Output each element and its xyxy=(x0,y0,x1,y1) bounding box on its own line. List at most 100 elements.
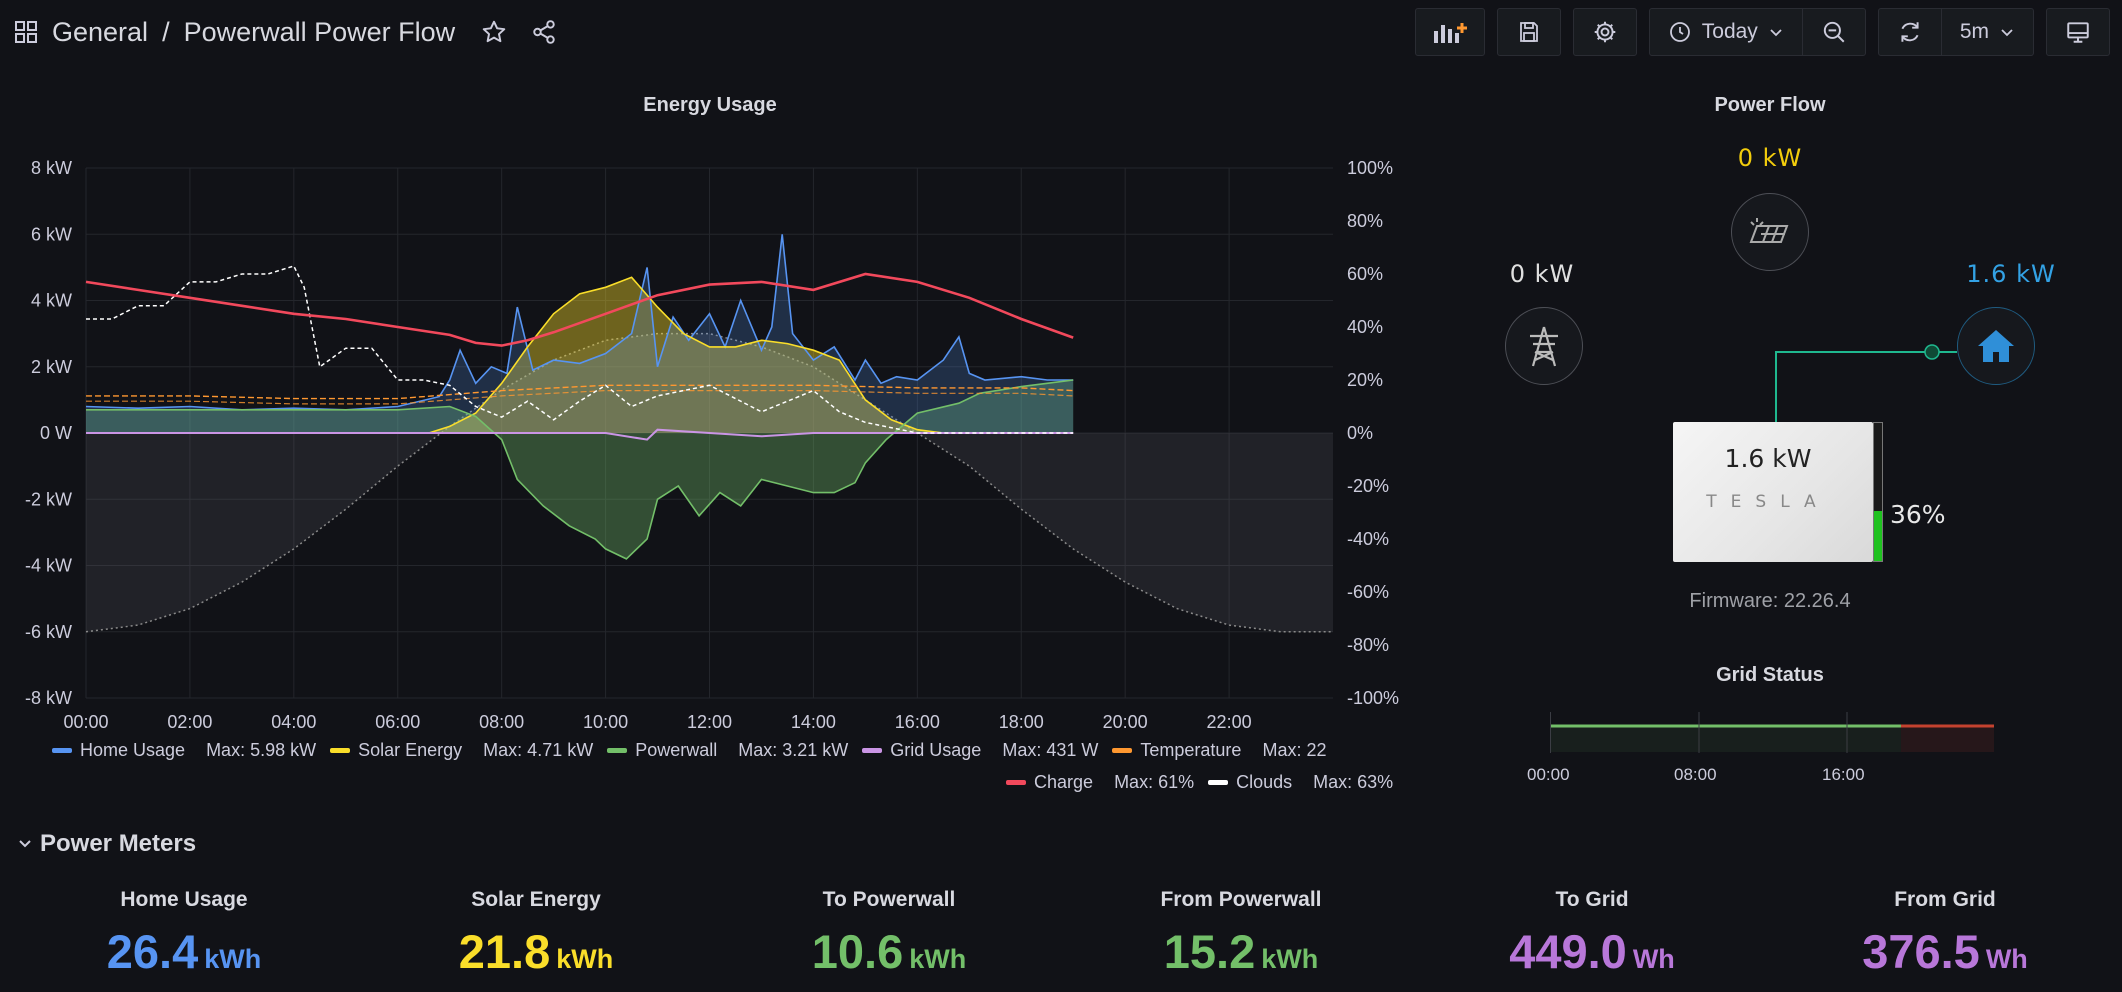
refresh-interval-label: 5m xyxy=(1959,20,1989,43)
y-tick-label-left: -6 kW xyxy=(25,622,72,642)
meter-unit: kWh xyxy=(204,944,262,974)
x-tick-label: 18:00 xyxy=(999,712,1044,730)
meter-value: 21.8 xyxy=(458,925,551,978)
refresh-interval-picker[interactable]: 5m xyxy=(1942,9,2033,55)
home-power-value: 1.6 kW xyxy=(1966,260,2056,288)
meter-to-powerwall[interactable]: To Powerwall 10.6 kWh xyxy=(729,888,1049,979)
meter-unit: Wh xyxy=(1985,944,2028,974)
y-tick-label-left: -4 kW xyxy=(25,556,72,576)
add-panel-button[interactable] xyxy=(1414,8,1485,56)
meter-to-grid[interactable]: To Grid 449.0 Wh xyxy=(1432,888,1752,979)
series-line-grid-usage xyxy=(86,428,1074,441)
time-range-group: Today xyxy=(1648,8,1866,56)
meter-from-powerwall[interactable]: From Powerwall 15.2 kWh xyxy=(1081,888,1401,979)
battery-percent: 36% xyxy=(1890,500,1946,529)
meter-title: Home Usage xyxy=(120,888,248,911)
x-tick-label: 16:00 xyxy=(895,712,940,730)
battery-gauge xyxy=(1873,422,1883,562)
cycle-view-mode-button[interactable] xyxy=(2046,8,2110,56)
transmission-tower-icon xyxy=(1530,326,1558,367)
x-tick-label: 10:00 xyxy=(583,712,628,730)
legend-label: Solar Energy xyxy=(358,740,463,760)
x-tick-label: 00:00 xyxy=(63,712,108,730)
series-area-forecast xyxy=(86,333,1333,632)
legend-temperature[interactable]: Temperature Max: 22 xyxy=(1112,740,1326,761)
legend-solar-energy[interactable]: Solar Energy Max: 4.71 kW xyxy=(330,740,593,761)
legend-max: Max: 5.98 kW xyxy=(206,740,317,760)
save-dashboard-button[interactable] xyxy=(1496,8,1561,56)
chevron-down-icon xyxy=(1770,29,1782,37)
legend-label: Powerwall xyxy=(635,740,718,760)
dashboard-settings-button[interactable] xyxy=(1572,8,1637,56)
legend-label: Temperature xyxy=(1140,740,1242,760)
series-line-powerwall xyxy=(86,379,1074,560)
legend-home-usage[interactable]: Home Usage Max: 5.98 kW xyxy=(52,740,316,761)
meter-value: 10.6 xyxy=(811,925,904,978)
dashboard-title[interactable]: Powerwall Power Flow xyxy=(183,16,456,47)
y-tick-label-left: -2 kW xyxy=(25,489,72,509)
legend-max: Max: 4.71 kW xyxy=(483,740,594,760)
navbar-right: Today 5m xyxy=(1414,8,2110,56)
y-tick-label-right: -20% xyxy=(1347,476,1389,496)
refresh-button[interactable] xyxy=(1879,9,1942,55)
flow-dot xyxy=(1924,344,1940,360)
y-tick-label-right: -80% xyxy=(1347,635,1389,655)
chevron-down-icon xyxy=(2001,29,2013,37)
legend-label: Home Usage xyxy=(80,740,186,760)
star-icon[interactable] xyxy=(481,19,507,45)
legend-max: Max: 22 xyxy=(1262,740,1327,760)
meter-unit: kWh xyxy=(556,944,614,974)
y-tick-label-right: 80% xyxy=(1347,211,1383,231)
legend-clouds[interactable]: Clouds Max: 63% xyxy=(1208,772,1393,793)
series-line-home-usage xyxy=(85,234,1074,411)
y-tick-label-right: 0% xyxy=(1347,423,1373,443)
series-line-temperature-min xyxy=(86,390,1074,405)
legend-label: Grid Usage xyxy=(890,740,982,760)
share-icon[interactable] xyxy=(531,19,557,45)
home-icon xyxy=(1978,330,2014,362)
meter-solar-energy[interactable]: Solar Energy 21.8 kWh xyxy=(376,888,696,979)
series-line-forecast xyxy=(85,332,1333,633)
grid-status-state xyxy=(1551,712,1994,753)
power-flow-title[interactable]: Power Flow xyxy=(1714,94,1826,116)
legend-powerwall[interactable]: Powerwall Max: 3.21 kW xyxy=(607,740,848,761)
grid-status-timeline[interactable] xyxy=(1550,712,1994,753)
meter-title: From Grid xyxy=(1894,888,1996,911)
y-tick-label-left: 2 kW xyxy=(31,357,72,377)
meter-home-usage[interactable]: Home Usage 26.4 kWh xyxy=(24,888,344,979)
clock-icon xyxy=(1669,22,1690,42)
legend-charge[interactable]: Charge Max: 61% xyxy=(1006,772,1194,793)
x-tick-label: 02:00 xyxy=(167,712,212,730)
apps-grid-icon[interactable] xyxy=(14,20,38,44)
legend-grid-usage[interactable]: Grid Usage Max: 431 W xyxy=(862,740,1098,761)
energy-usage-title[interactable]: Energy Usage xyxy=(643,94,777,116)
x-tick-label: 22:00 xyxy=(1207,712,1252,730)
breadcrumb-folder[interactable]: General xyxy=(52,16,149,47)
energy-usage-chart[interactable]: 8 kW 6 kW 4 kW 2 kW 0 W -2 kW -4 kW -6 kW -8 kW 1… xyxy=(0,140,1420,730)
grid-down-region xyxy=(1900,726,1994,752)
legend-label: Clouds xyxy=(1236,772,1293,792)
breadcrumb: General / Powerwall Power Flow xyxy=(52,17,455,48)
legend-swatch xyxy=(1006,780,1026,785)
meter-title: To Powerwall xyxy=(822,888,956,911)
power-meters-row[interactable]: Power Meters xyxy=(18,830,196,858)
battery-fill xyxy=(1874,511,1882,561)
grid-power-value: 0 kW xyxy=(1509,260,1575,288)
meter-value: 15.2 xyxy=(1163,925,1256,978)
y-tick-label-right: 100% xyxy=(1347,158,1393,178)
meter-from-grid[interactable]: From Grid 376.5 Wh xyxy=(1785,888,2105,979)
firmware-version: Firmware: 22.26.4 xyxy=(1689,590,1851,612)
meter-title: Solar Energy xyxy=(471,888,601,911)
x-tick-label: 12:00 xyxy=(687,712,732,730)
refresh-icon xyxy=(1901,22,1919,42)
y-tick-label-left: 8 kW xyxy=(31,158,72,178)
powerwall-power-value: 1.6 kW xyxy=(1724,444,1812,473)
time-range-picker[interactable]: Today xyxy=(1650,9,1803,55)
grid-status-title[interactable]: Grid Status xyxy=(1716,664,1824,686)
refresh-group: 5m xyxy=(1877,8,2034,56)
legend-swatch xyxy=(1208,780,1229,785)
zoom-out-button[interactable] xyxy=(1803,9,1865,55)
monitor-icon xyxy=(2067,22,2089,43)
save-icon xyxy=(1519,22,1538,42)
chart-legend-row-1: Home Usage Max: 5.98 kW Solar Energy Max… xyxy=(52,740,1326,761)
